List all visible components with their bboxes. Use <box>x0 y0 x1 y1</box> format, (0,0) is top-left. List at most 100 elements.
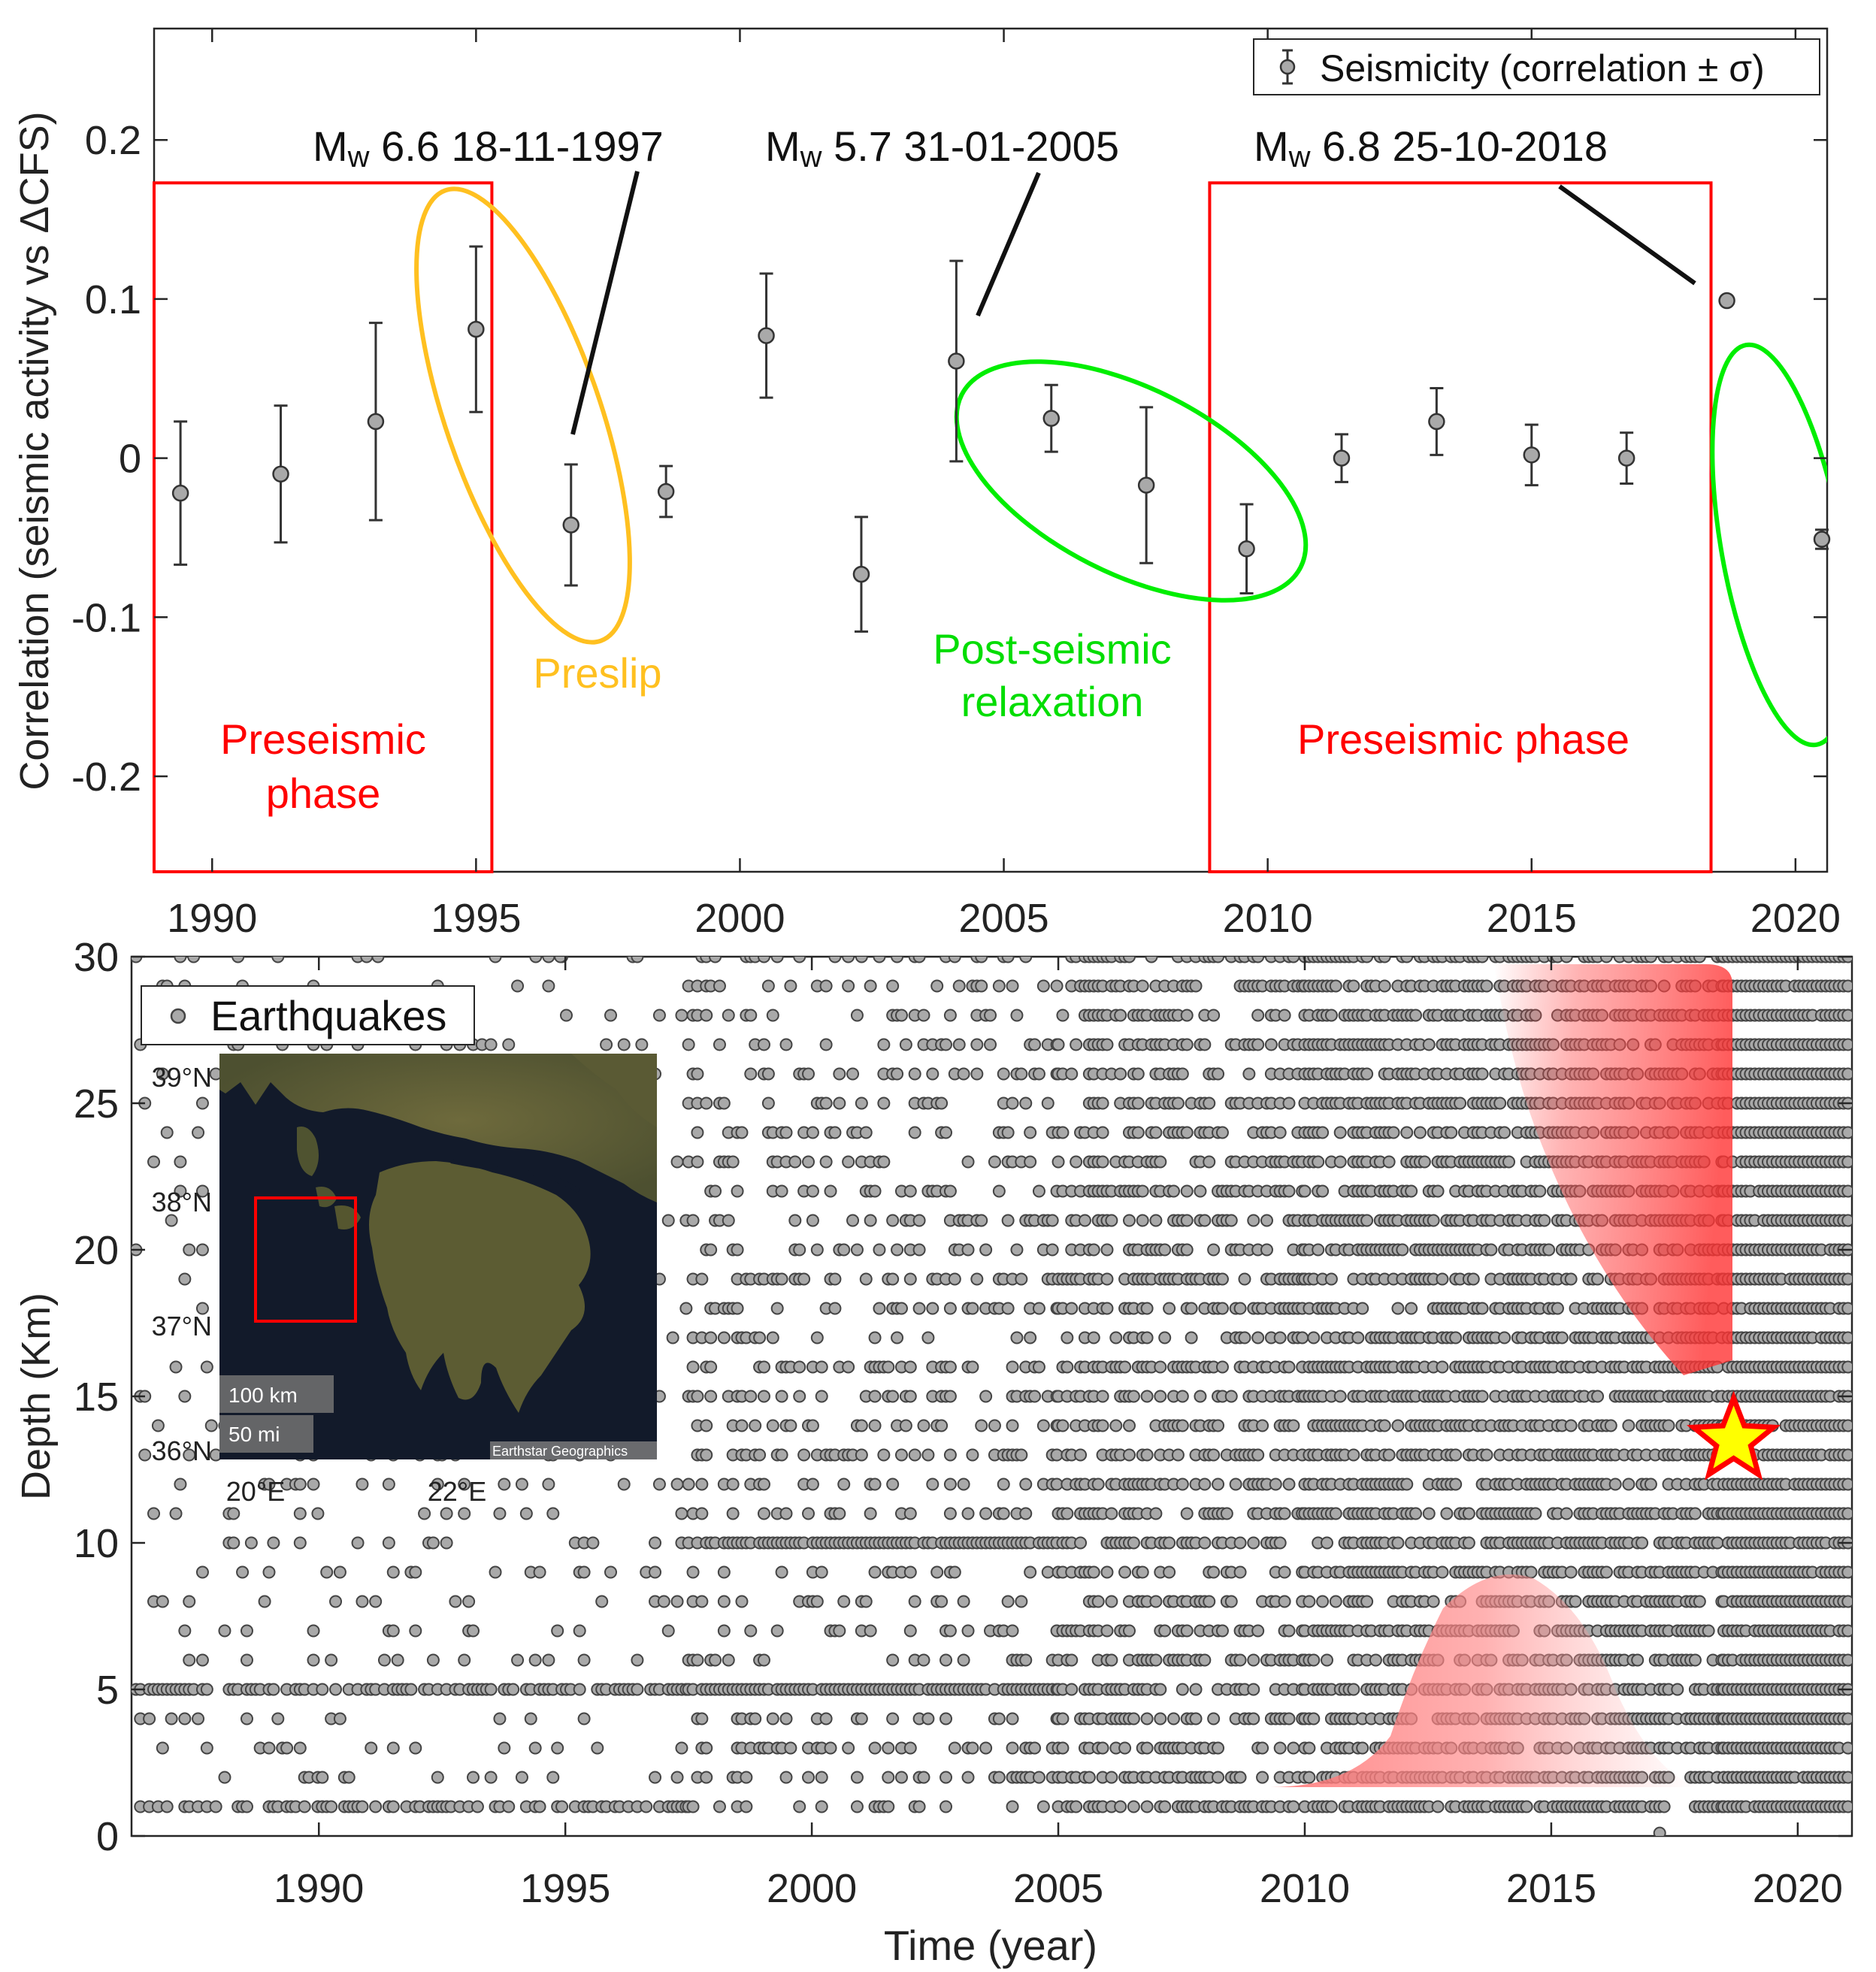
earthquake-point <box>1247 1683 1260 1696</box>
earthquake-point <box>819 1038 833 1051</box>
earthquake-point <box>824 1741 837 1755</box>
earthquake-point <box>174 1477 187 1491</box>
correlation-point <box>758 327 775 344</box>
earthquake-point <box>1436 1565 1449 1579</box>
earthquake-point <box>1171 1096 1185 1110</box>
earthquake-point <box>1287 957 1300 963</box>
earthquake-point <box>1185 1331 1198 1344</box>
earthquake-point <box>1015 1272 1028 1286</box>
earthquake-point <box>1131 1126 1145 1139</box>
earthquake-point <box>675 1009 688 1022</box>
earthquake-point <box>1215 1360 1229 1374</box>
earthquake-point <box>1260 1214 1273 1227</box>
earthquake-point <box>1378 957 1391 963</box>
earthquake-point <box>1087 1243 1100 1257</box>
earthquake-point <box>855 1448 868 1462</box>
earthquake-point <box>868 1477 882 1491</box>
earthquake-point <box>1440 1507 1454 1520</box>
earthquake-point <box>1431 1800 1445 1813</box>
earthquake-point <box>293 1507 307 1520</box>
earthquake-point <box>784 1419 797 1432</box>
earthquake-point <box>886 1653 900 1667</box>
earthquake-point <box>631 957 644 963</box>
earthquake-point <box>1036 1800 1050 1813</box>
earthquake-point <box>1400 957 1414 963</box>
earthquake-point <box>546 1507 560 1520</box>
earthquake-point <box>293 1536 307 1550</box>
earthquake-point <box>1180 1214 1194 1227</box>
earthquake-point <box>1382 1155 1396 1169</box>
earthquake-point <box>1180 1009 1194 1022</box>
earthquake-point <box>1711 1536 1724 1550</box>
earthquake-point <box>868 1184 882 1198</box>
earthquake-point <box>966 1302 979 1315</box>
earthquake-point <box>912 1800 926 1813</box>
earthquake-point <box>484 1038 498 1051</box>
earthquake-point <box>1032 1067 1045 1081</box>
earthquake-point <box>1032 1184 1045 1198</box>
earthquake-point <box>462 1595 476 1608</box>
earthquake-point <box>1109 1419 1123 1432</box>
earthquake-point <box>940 1800 953 1813</box>
earthquake-point <box>515 1477 528 1491</box>
earthquake-point <box>779 1126 793 1139</box>
earthquake-point <box>695 1507 709 1520</box>
earthquake-point <box>775 1272 788 1286</box>
earthquake-point <box>921 1448 935 1462</box>
earthquake-point <box>1422 1038 1436 1051</box>
earthquake-point <box>1333 1126 1347 1139</box>
earthquake-point <box>1180 1038 1194 1051</box>
earthquake-point <box>1251 1009 1265 1022</box>
earthquake-point <box>877 1155 891 1169</box>
earthquake-point <box>846 1214 860 1227</box>
earthquake-point <box>1307 1653 1321 1667</box>
earthquake-point <box>1180 1507 1194 1520</box>
earthquake-point <box>930 1565 944 1579</box>
earthquake-point <box>1413 1126 1427 1139</box>
earthquake-point <box>1224 1595 1238 1608</box>
top-ytick-label: -0.1 <box>71 595 141 640</box>
correlation-point <box>1523 446 1541 464</box>
earthquake-point <box>744 1390 758 1403</box>
earthquake-point <box>604 1009 618 1022</box>
earthquake-point <box>691 1126 704 1139</box>
earthquake-point <box>961 1771 975 1784</box>
earthquake-point <box>926 1477 940 1491</box>
earthquake-point <box>204 1419 218 1432</box>
earthquake-point <box>1498 1331 1511 1344</box>
earthquake-point <box>1251 1448 1265 1462</box>
earthquake-point <box>1273 1126 1287 1139</box>
earthquake-point <box>1087 1565 1100 1579</box>
earthquake-point <box>1122 957 1136 963</box>
earthquake-point <box>1233 1771 1247 1784</box>
earthquake-point <box>377 1653 391 1667</box>
earthquake-point <box>1176 1419 1189 1432</box>
earthquake-point <box>670 1595 684 1608</box>
earthquake-point <box>917 1419 930 1432</box>
earthquake-point <box>1657 1800 1671 1813</box>
earthquake-point <box>788 1214 802 1227</box>
earthquake-point <box>262 1477 276 1491</box>
earthquake-point <box>717 1565 731 1579</box>
earthquake-point <box>1693 1595 1706 1608</box>
earthquake-point <box>1051 1155 1065 1169</box>
earthquake-point <box>1369 1653 1382 1667</box>
earthquake-point <box>940 1653 953 1667</box>
earthquake-point <box>551 1624 564 1638</box>
earthquake-point <box>886 1272 900 1286</box>
earthquake-point <box>369 1800 383 1813</box>
earthquake-point <box>868 1331 882 1344</box>
earthquake-point <box>661 1624 675 1638</box>
earthquake-point <box>1149 1214 1163 1227</box>
earthquake-point <box>231 957 245 963</box>
earthquake-point <box>1564 1419 1578 1432</box>
earthquake-point <box>577 1565 591 1579</box>
earthquake-point <box>1287 1419 1300 1432</box>
earthquake-point <box>709 957 722 963</box>
correlation-point <box>1617 449 1635 467</box>
earthquake-point <box>1109 1331 1123 1344</box>
earthquake-point <box>431 1771 444 1784</box>
earthquake-point <box>1298 1184 1312 1198</box>
legend-marker-correlation <box>1279 59 1296 75</box>
top-xtick-label: 1990 <box>167 896 257 941</box>
